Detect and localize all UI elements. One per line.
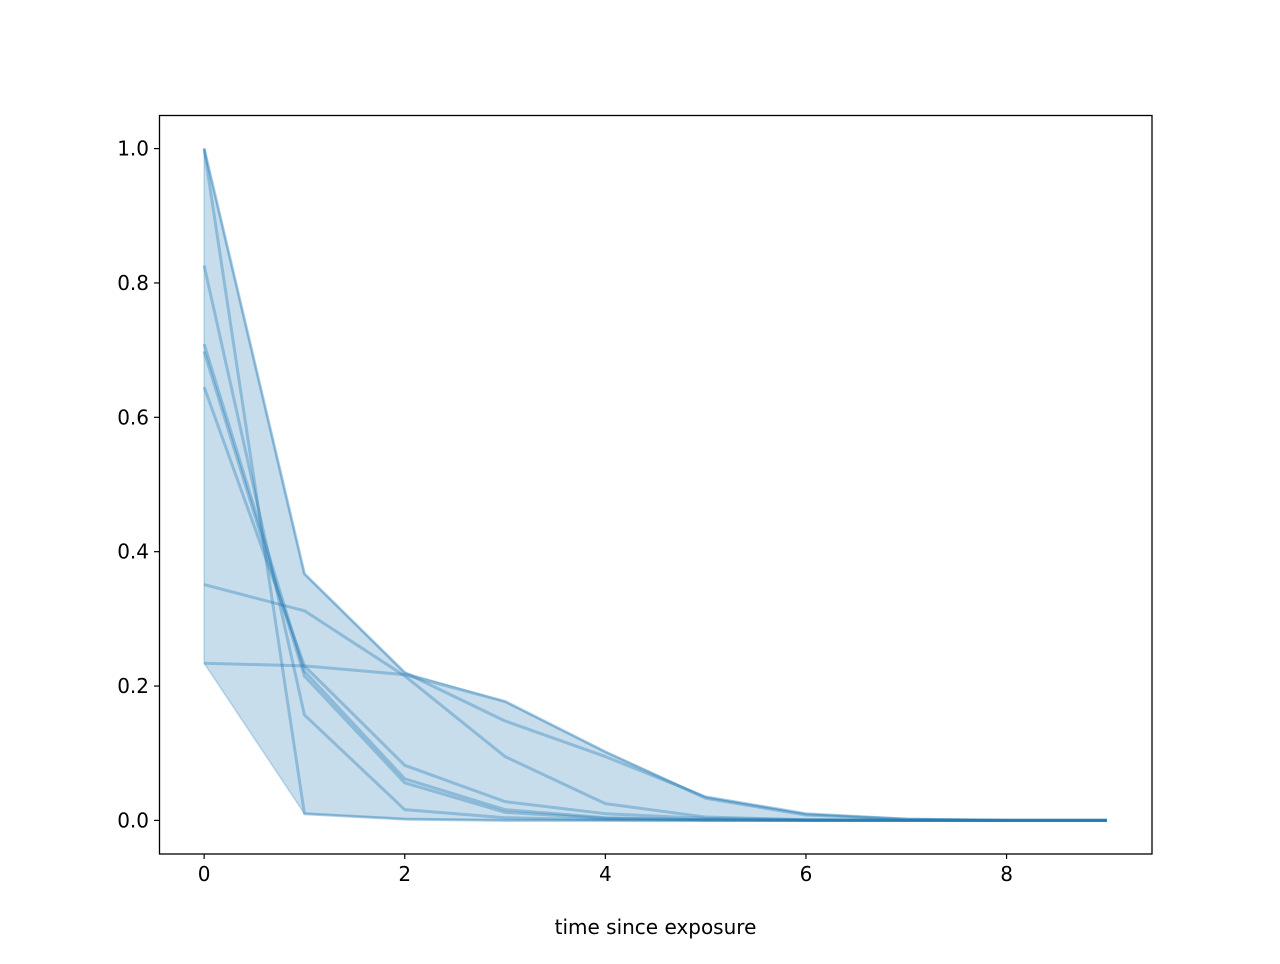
x-tick-label: 4: [599, 862, 612, 886]
series-line-7: [203, 583, 1107, 822]
y-tick-label: 0.8: [117, 271, 149, 295]
x-tick-label: 0: [198, 862, 211, 886]
y-tick-label: 0.0: [117, 808, 149, 832]
x-tick-label: 2: [398, 862, 411, 886]
range-fill: [203, 148, 1107, 822]
y-tick-label: 0.6: [117, 405, 149, 429]
y-tick-label: 0.4: [117, 540, 149, 564]
series-lines: [202, 148, 1107, 822]
series-line-2: [202, 148, 1107, 822]
plot-frame: [158, 114, 1153, 855]
series-line-8: [204, 661, 1107, 822]
y-axis: 0.0 0.2 0.4 0.6 0.8 1.0: [117, 137, 159, 832]
series-line-6: [202, 386, 1107, 822]
series-line-3: [202, 265, 1107, 822]
plot-background: [159, 115, 1152, 854]
series-line-4: [202, 343, 1107, 822]
x-axis: 0 2 4 6 8: [198, 854, 1013, 886]
x-tick-label: 8: [1000, 862, 1013, 886]
series-line-5: [202, 351, 1107, 822]
y-tick-label: 1.0: [117, 137, 149, 161]
min-max-fill: [203, 148, 1107, 822]
x-tick-label: 6: [800, 862, 813, 886]
y-tick-label: 0.2: [117, 674, 149, 698]
series-line-1: [202, 148, 1107, 822]
x-axis-label: time since exposure: [555, 915, 757, 939]
